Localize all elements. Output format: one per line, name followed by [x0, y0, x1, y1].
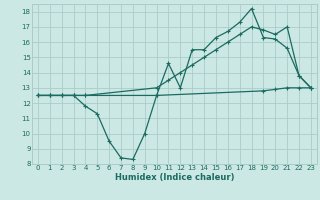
X-axis label: Humidex (Indice chaleur): Humidex (Indice chaleur): [115, 173, 234, 182]
